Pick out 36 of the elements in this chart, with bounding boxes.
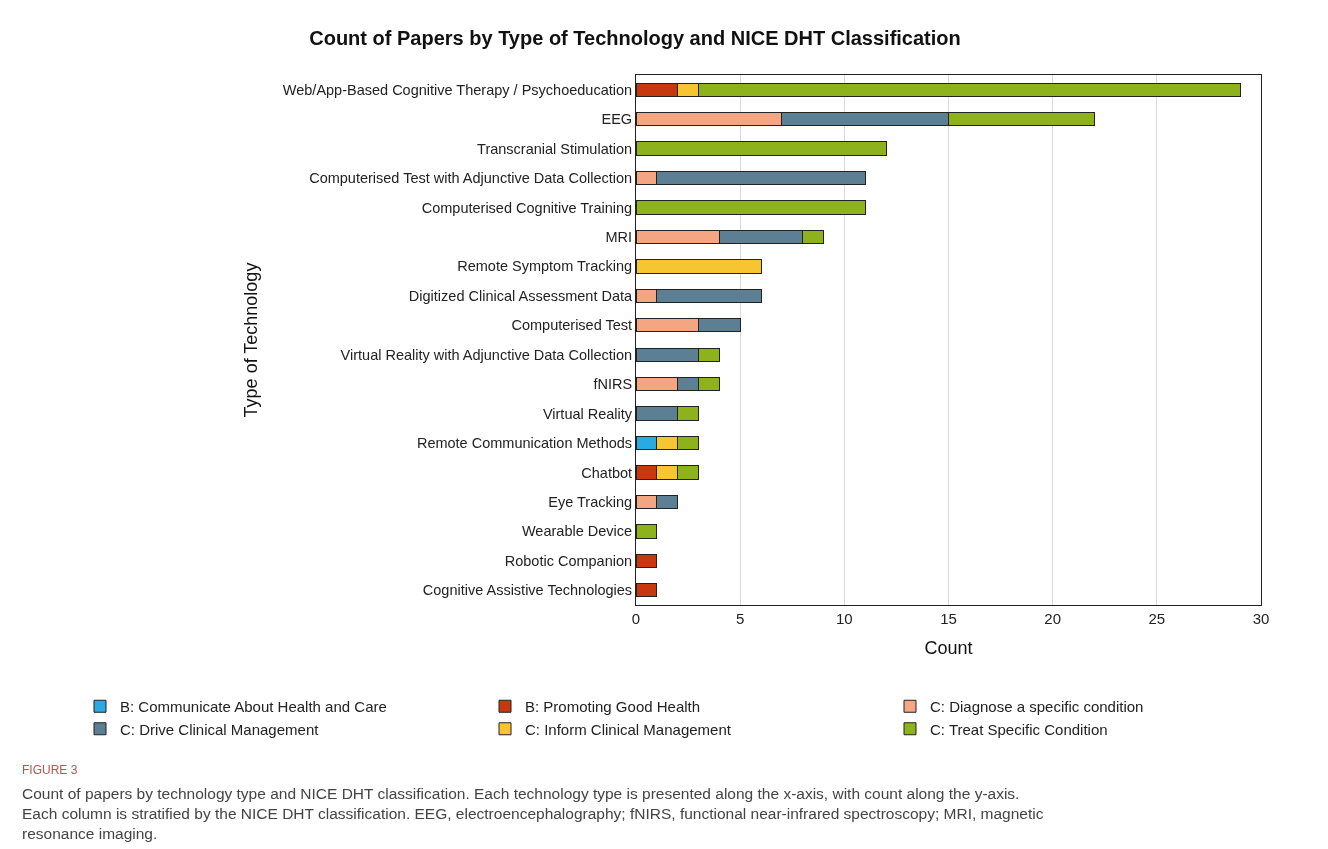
- y-tick-label: Cognitive Assistive Technologies: [422, 582, 633, 599]
- y-tick-label: Computerised Cognitive Training: [421, 199, 633, 216]
- chart-title: Count of Papers by Type of Technology and NICE DHT Classification: [309, 27, 961, 49]
- y-tick-label: Digitized Clinical Assessment Data: [408, 287, 634, 304]
- x-axis-title: Count: [924, 638, 973, 659]
- y-tick-label: Wearable Device: [521, 523, 633, 540]
- x-tick-label: 20: [1044, 610, 1062, 627]
- x-tick-label: 25: [1148, 610, 1166, 627]
- x-tick-label: 0: [631, 610, 641, 627]
- x-tick-label: 10: [835, 610, 853, 627]
- y-tick-label: fNIRS: [593, 376, 633, 393]
- y-tick-label: Chatbot: [581, 464, 633, 481]
- y-tick-label: Remote Symptom Tracking: [457, 258, 633, 275]
- y-tick-label: Virtual Reality: [542, 405, 633, 422]
- x-tick-label: 15: [940, 610, 957, 627]
- y-tick-label: Robotic Companion: [504, 552, 633, 569]
- legend-label: B: Promoting Good Health: [525, 698, 701, 716]
- legend-label: C: Inform Clinical Management: [525, 720, 732, 738]
- legend-label: B: Communicate About Health and Care: [120, 698, 387, 716]
- caption: FIGURE 3: [22, 763, 78, 777]
- legend-label: C: Diagnose a specific condition: [930, 698, 1144, 716]
- y-tick-label: Transcranial Stimulation: [477, 140, 633, 157]
- y-tick-label: Computerised Test with Adjunctive Data Collection: [309, 170, 633, 187]
- text: Count of papers by technology type and NICE DHT classification. Each technology type is presented along the x-axis, with count along the y-axis. Each column is stratified by the NICE DHT classification. EEG, electroencephalography; fNIRS, functional near-infrared spectroscopy; MRI, magnetic resonance imaging.: [22, 785, 1044, 843]
- y-tick-label: Web/App-Based Cognitive Therapy / Psychoeducation: [282, 81, 633, 98]
- y-tick-label: MRI: [605, 229, 633, 246]
- x-tick-label: 30: [1252, 610, 1270, 627]
- legend-label: C: Drive Clinical Management: [120, 720, 320, 738]
- y-tick-label: Eye Tracking: [548, 494, 633, 511]
- legend-label: C: Treat Specific Condition: [930, 720, 1108, 738]
- y-tick-label: Remote Communication Methods: [416, 435, 633, 452]
- y-tick-label: Computerised Test: [511, 317, 633, 334]
- y-axis-title: Type of Technology: [241, 262, 261, 418]
- y-tick-label: Virtual Reality with Adjunctive Data Collection: [340, 346, 633, 363]
- x-tick-label: 5: [736, 610, 745, 627]
- y-tick-label: EEG: [601, 111, 633, 128]
